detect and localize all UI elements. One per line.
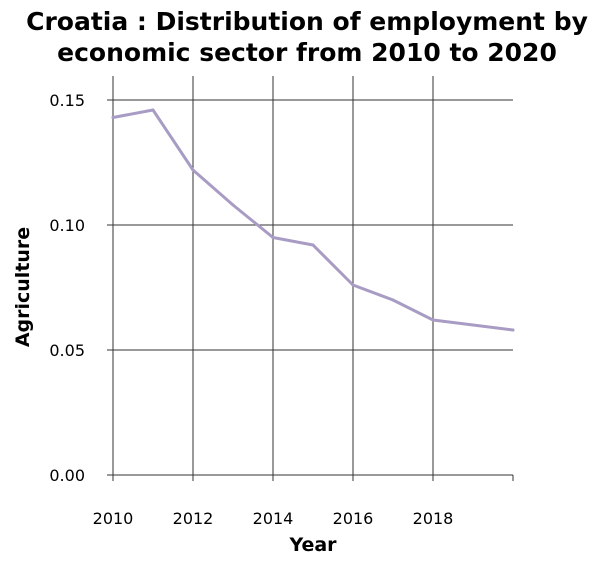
x-tick-label-2010: 2010 xyxy=(93,509,134,528)
data-point-2015 xyxy=(311,243,315,247)
grid-lines xyxy=(112,76,513,476)
x-tick-label-2016: 2016 xyxy=(333,509,374,528)
data-point-2013 xyxy=(231,203,235,207)
y-tick-label-0.05: 0.05 xyxy=(49,341,85,360)
data-point-2018 xyxy=(431,318,435,322)
data-point-2019 xyxy=(471,323,475,327)
data-point-2012 xyxy=(191,168,195,172)
data-point-2016 xyxy=(351,283,355,287)
axes xyxy=(107,76,514,481)
data-point-2020 xyxy=(511,328,515,332)
data-point-2011 xyxy=(151,108,155,112)
x-tick-label-2012: 2012 xyxy=(173,509,214,528)
x-tick-label-2018: 2018 xyxy=(413,509,454,528)
y-tick-labels: 0.00 0.05 0.10 0.15 xyxy=(49,91,85,485)
chart-title: Croatia : Distribution of employment by … xyxy=(26,7,588,67)
data-point-2014 xyxy=(271,236,275,239)
y-axis-label: Agriculture xyxy=(12,227,34,347)
series-line-0 xyxy=(111,108,515,332)
x-tick-labels: 2010 2012 2014 2016 2018 xyxy=(93,509,454,528)
y-tick-label-0.15: 0.15 xyxy=(49,91,85,110)
y-tick-label-0.00: 0.00 xyxy=(49,466,85,485)
data-point-2017 xyxy=(391,298,395,302)
chart-title-line-1: Croatia : Distribution of employment by xyxy=(26,7,588,36)
x-tick-label-2014: 2014 xyxy=(253,509,294,528)
chart-title-line-2: economic sector from 2010 to 2020 xyxy=(57,38,557,67)
y-tick-label-0.10: 0.10 xyxy=(49,216,85,235)
x-axis-label: Year xyxy=(288,534,337,556)
series-layer xyxy=(111,108,515,332)
data-point-2010 xyxy=(111,116,115,119)
